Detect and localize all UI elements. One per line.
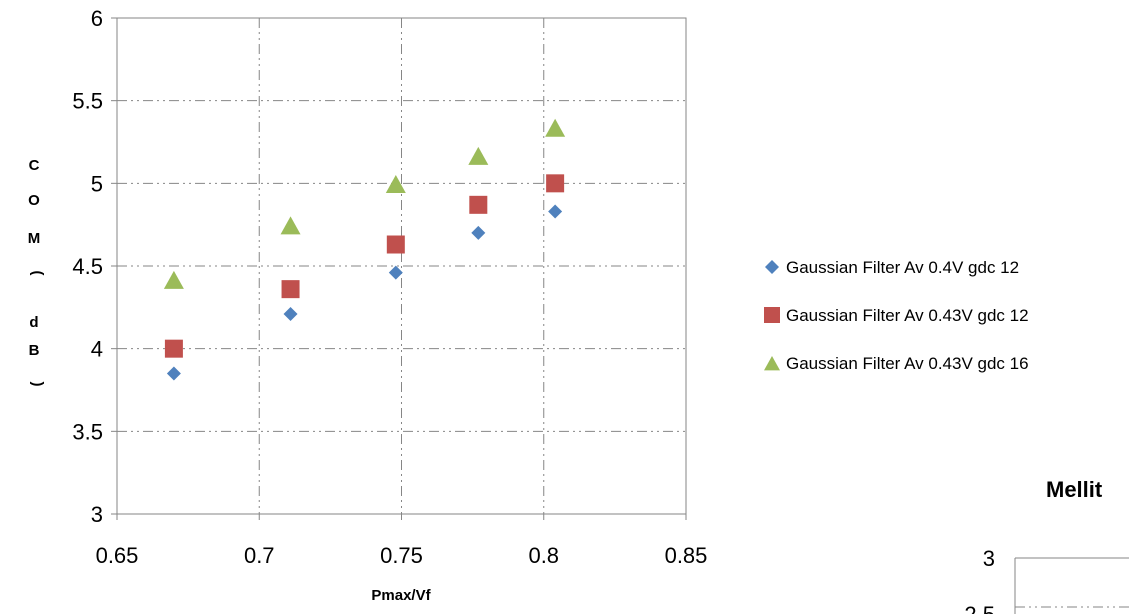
second-chart-tick-3: 3 xyxy=(983,546,995,571)
x-tick-label: 0.8 xyxy=(528,543,559,568)
x-axis-title: Pmax/Vf xyxy=(371,587,431,604)
data-point-square xyxy=(546,174,565,193)
y-tick-label: 3 xyxy=(91,502,103,527)
x-tick-label: 0.7 xyxy=(244,543,275,568)
y-tick-label: 4.5 xyxy=(72,254,103,279)
data-point-square xyxy=(386,235,405,254)
y-axis-ticks: 3 3.5 4 4.5 5 5.5 6 xyxy=(72,6,103,527)
data-point-triangle xyxy=(385,174,406,193)
x-axis-ticks: 0.65 0.7 0.75 0.8 0.85 xyxy=(96,543,708,568)
y-axis-title-char: ) xyxy=(29,382,46,387)
legend-marker-triangle xyxy=(764,356,780,371)
y-tick-label: 4 xyxy=(91,337,103,362)
y-axis-title-char: d xyxy=(29,314,38,331)
legend: Gaussian Filter Av 0.4V gdc 12 Gaussian F… xyxy=(764,258,1029,373)
y-axis-title-char: M xyxy=(28,230,41,247)
second-chart-partial: Mellit 3 2.5 xyxy=(964,477,1129,614)
data-point-triangle xyxy=(163,270,184,289)
y-tick-label: 5 xyxy=(91,171,103,196)
second-chart-tick-2-5: 2.5 xyxy=(964,602,995,614)
data-points xyxy=(163,118,566,381)
data-point-triangle xyxy=(545,118,566,137)
y-axis-title-char: O xyxy=(28,192,40,209)
x-tick-label: 0.65 xyxy=(96,543,139,568)
legend-marker-square xyxy=(764,307,780,323)
legend-label: Gaussian Filter Av 0.43V gdc 16 xyxy=(786,354,1029,373)
x-tick-label: 0.75 xyxy=(380,543,423,568)
main-scatter-chart: 3 3.5 4 4.5 5 5.5 6 0.65 0.7 0.75 0.8 0.85 Pmax/Vf… xyxy=(28,6,708,604)
second-chart-title: Mellit xyxy=(1046,477,1103,502)
y-tick-label: 3.5 xyxy=(72,419,103,444)
data-point-triangle xyxy=(468,146,489,165)
y-axis-title-char: B xyxy=(29,342,40,359)
data-point-diamond xyxy=(548,204,563,219)
data-point-diamond xyxy=(388,265,403,280)
data-point-square xyxy=(469,195,488,214)
data-point-square xyxy=(281,280,300,299)
legend-label: Gaussian Filter Av 0.43V gdc 12 xyxy=(786,306,1029,325)
legend-marker-diamond xyxy=(765,260,779,274)
legend-label: Gaussian Filter Av 0.4V gdc 12 xyxy=(786,258,1019,277)
gridlines xyxy=(111,17,687,520)
data-point-diamond xyxy=(283,306,298,321)
y-axis-title-char: ( xyxy=(29,271,46,276)
y-tick-label: 5.5 xyxy=(72,89,103,114)
data-point-diamond xyxy=(166,366,181,381)
y-tick-label: 6 xyxy=(91,6,103,31)
data-point-square xyxy=(164,339,183,358)
data-point-diamond xyxy=(471,225,486,240)
data-point-triangle xyxy=(280,216,301,235)
x-tick-label: 0.85 xyxy=(665,543,708,568)
y-axis-title: C O M ( dB) xyxy=(28,157,46,387)
y-axis-title-char: C xyxy=(29,157,40,174)
